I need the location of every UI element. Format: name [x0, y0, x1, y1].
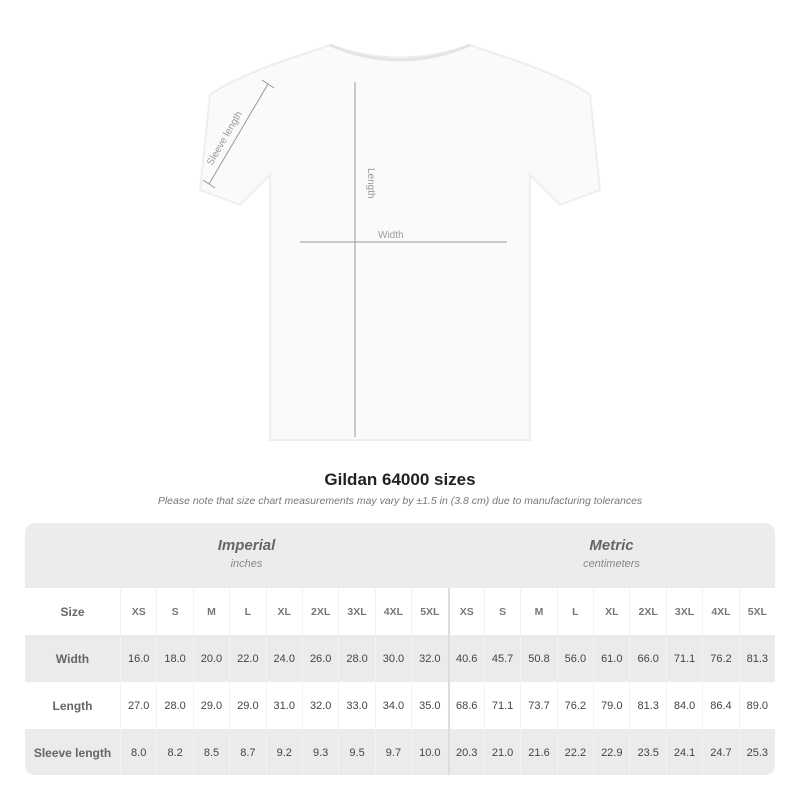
imperial-cell: 29.0 — [229, 682, 265, 729]
imperial-cell: 2XL — [301, 588, 338, 635]
metric-title: Metric — [589, 537, 634, 554]
tshirt-diagram: Length Width Sleeve length — [198, 43, 602, 441]
metric-cell: 84.0 — [665, 682, 702, 729]
imperial-cell: XS — [120, 588, 156, 635]
imperial-cell: 9.3 — [301, 729, 338, 775]
metric-cell: 73.7 — [520, 682, 556, 729]
imperial-cell: S — [156, 588, 192, 635]
metric-cell: 76.2 — [702, 635, 738, 682]
row-label: Size — [60, 604, 85, 619]
imperial-cell: 27.0 — [120, 682, 156, 729]
metric-cell: 24.7 — [702, 729, 738, 775]
metric-cell: 4XL — [702, 588, 738, 635]
imperial-cell: 16.0 — [120, 635, 156, 682]
metric-cell: 22.9 — [593, 729, 629, 775]
metric-cell: 68.6 — [447, 682, 484, 729]
width-label: Width — [378, 230, 404, 241]
metric-cell: 76.2 — [556, 682, 593, 729]
metric-cell: 66.0 — [629, 635, 665, 682]
table-row: Width 16.0 18.0 20.0 22.0 24.0 26.0 28.0 30.0 32.… — [25, 635, 775, 682]
imperial-cell: 3XL — [338, 588, 374, 635]
imperial-cell: 22.0 — [229, 635, 265, 682]
row-label: Sleeve length — [33, 745, 112, 760]
imperial-cell: 32.0 — [411, 635, 447, 682]
imperial-cell: 10.0 — [411, 729, 447, 775]
imperial-cell: 18.0 — [156, 635, 192, 682]
chart-title: Gildan 64000 sizes — [324, 470, 476, 489]
imperial-unit: inches — [230, 558, 263, 570]
imperial-cell: 34.0 — [374, 682, 411, 729]
imperial-cell: 9.7 — [374, 729, 411, 775]
imperial-cell: L — [229, 588, 265, 635]
metric-cell: 81.3 — [738, 635, 775, 682]
imperial-cell: 20.0 — [192, 635, 229, 682]
metric-cell: 3XL — [665, 588, 702, 635]
metric-cell: 61.0 — [593, 635, 629, 682]
metric-unit: centimeters — [583, 558, 640, 570]
metric-cell: 45.7 — [483, 635, 520, 682]
metric-cell: L — [556, 588, 593, 635]
imperial-cell: 26.0 — [301, 635, 338, 682]
imperial-cell: 8.2 — [156, 729, 192, 775]
metric-cell: 79.0 — [593, 682, 629, 729]
tolerance-note: Please note that size chart measurements… — [157, 495, 643, 507]
metric-cell: 21.0 — [483, 729, 520, 775]
row-label: Width — [55, 651, 90, 666]
metric-cell: 71.1 — [483, 682, 520, 729]
metric-cell: 21.6 — [520, 729, 556, 775]
metric-cell: M — [520, 588, 556, 635]
imperial-cell: 32.0 — [301, 682, 338, 729]
metric-cell: 40.6 — [447, 635, 484, 682]
imperial-cell: 28.0 — [156, 682, 192, 729]
imperial-cell: 29.0 — [192, 682, 229, 729]
imperial-cell: M — [192, 588, 229, 635]
metric-group: Metric centimeters — [448, 537, 775, 570]
imperial-cell: 8.7 — [229, 729, 265, 775]
metric-cell: XL — [593, 588, 629, 635]
row-label: Length — [52, 698, 93, 713]
imperial-cell: 5XL — [411, 588, 447, 635]
imperial-cell: 9.2 — [265, 729, 302, 775]
table-header: Imperial inches Metric centimeters — [25, 523, 775, 588]
metric-cell: 71.1 — [665, 635, 702, 682]
imperial-cell: 8.5 — [192, 729, 229, 775]
imperial-cell: XL — [265, 588, 302, 635]
imperial-cell: 30.0 — [374, 635, 411, 682]
metric-cell: 81.3 — [629, 682, 665, 729]
metric-cell: 5XL — [738, 588, 775, 635]
metric-cell: 89.0 — [738, 682, 775, 729]
length-label: Length — [365, 168, 376, 199]
metric-cell: XS — [447, 588, 484, 635]
metric-cell: 24.1 — [665, 729, 702, 775]
metric-cell: S — [483, 588, 520, 635]
imperial-cell: 9.5 — [338, 729, 374, 775]
metric-cell: 20.3 — [447, 729, 484, 775]
imperial-cell: 28.0 — [338, 635, 374, 682]
metric-cell: 25.3 — [738, 729, 775, 775]
metric-cell: 86.4 — [702, 682, 738, 729]
table-row: Length 27.0 28.0 29.0 29.0 31.0 32.0 33.0 34.0 35… — [25, 682, 775, 729]
metric-cell: 22.2 — [556, 729, 593, 775]
table-row: Size XS S M L XL 2XL 3XL 4XL 5XL XS S M L XL 2XL 3XL 4XL 5… — [25, 588, 775, 635]
metric-cell: 50.8 — [520, 635, 556, 682]
imperial-cell: 35.0 — [411, 682, 447, 729]
imperial-cell: 31.0 — [265, 682, 302, 729]
imperial-cell: 33.0 — [338, 682, 374, 729]
metric-cell: 2XL — [629, 588, 665, 635]
imperial-cell: 4XL — [374, 588, 411, 635]
sleeve-arrow — [208, 83, 269, 185]
imperial-cell: 8.0 — [120, 729, 156, 775]
size-table: Imperial inches Metric centimeters Size X… — [25, 523, 775, 775]
imperial-cell: 24.0 — [265, 635, 302, 682]
imperial-title: Imperial — [217, 537, 276, 554]
metric-cell: 23.5 — [629, 729, 665, 775]
table-row: Sleeve length 8.0 8.2 8.5 8.7 9.2 9.3 9.5 9.7 10.… — [25, 729, 775, 775]
metric-cell: 56.0 — [556, 635, 593, 682]
imperial-group: Imperial inches — [120, 537, 373, 570]
